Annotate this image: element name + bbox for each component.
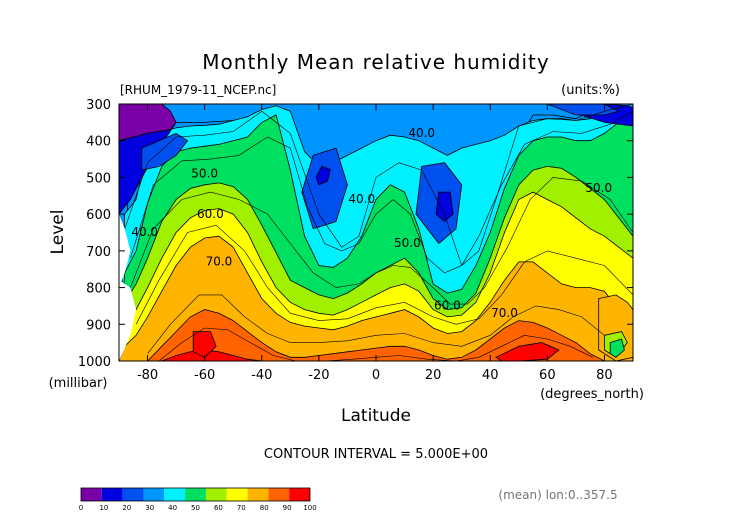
- plot-area: 40.0 40.0 40.0 50.0 50.0 50.0 60.0 60.0 70.0 70.0: [119, 104, 633, 361]
- contour-label: 50.0: [191, 166, 218, 180]
- contour-label: 60.0: [434, 299, 461, 313]
- y-tick-label: 500: [86, 171, 111, 186]
- contour-cell: [192, 331, 217, 358]
- x-axis-label: Latitude: [341, 406, 411, 426]
- colorbar-swatch: [247, 488, 269, 501]
- colorbar-label: 40: [168, 504, 177, 512]
- contour-label: 50.0: [585, 181, 612, 195]
- x-tick-label: 60: [539, 368, 556, 383]
- colorbar-swatch: [81, 488, 102, 501]
- y-tick-label: 800: [86, 282, 111, 297]
- contour-label: 70.0: [206, 255, 233, 269]
- x-tick-label: 20: [425, 368, 442, 383]
- colorbar-label: 50: [191, 504, 200, 512]
- x-tick-label: -80: [137, 368, 158, 383]
- footer-note: (mean) lon:0..357.5: [498, 488, 617, 502]
- contour-line: [147, 294, 605, 354]
- contour-label: 60.0: [197, 207, 224, 221]
- colorbar-swatch: [226, 488, 248, 501]
- file-label: [RHUM_1979-11_NCEP.nc]: [120, 83, 276, 97]
- contour-cell: [141, 132, 189, 171]
- x-tick-label: -60: [194, 368, 215, 383]
- y-axis-label: Level: [48, 210, 68, 255]
- colorbar-swatch: [268, 488, 290, 501]
- colorbar-label: 10: [99, 504, 108, 512]
- contour-label: 40.0: [348, 192, 375, 206]
- contour-cell: [435, 191, 454, 223]
- contour-line: [130, 177, 633, 305]
- contour-label: 40.0: [408, 126, 435, 140]
- colorbar-swatch: [122, 488, 144, 501]
- x-tick-label: -20: [308, 368, 329, 383]
- x-tick-label: 80: [596, 368, 613, 383]
- band-90: [119, 349, 633, 361]
- y-tick-label: 1000: [78, 355, 111, 370]
- colorbar: 0 10 20 30 40 50 60 70 80 90 100: [79, 487, 317, 512]
- x-axis-ticks: -80 -60 -40 -20 0 20 40 60 80: [137, 104, 613, 383]
- colorbar-swatch: [185, 488, 206, 501]
- colorbar-swatch: [289, 488, 310, 501]
- band-80: [119, 309, 633, 361]
- y-tick-label: 400: [86, 135, 111, 150]
- colorbar-label: 60: [214, 504, 223, 512]
- colorbar-label: 30: [145, 504, 154, 512]
- colorbar-swatch: [205, 488, 227, 501]
- contour-interval-label: CONTOUR INTERVAL = 5.000E+00: [264, 447, 488, 462]
- contour-label: 50.0: [394, 236, 421, 250]
- y-tick-label: 900: [86, 318, 111, 333]
- y-axis-ticks: 300 400 500 600 700 800 900 1000: [78, 98, 633, 370]
- colorbar-label: 0: [79, 504, 83, 512]
- contour-line: [124, 104, 633, 267]
- colorbar-swatch: [101, 488, 123, 501]
- y-tick-label: 300: [86, 98, 111, 113]
- contour-cell: [301, 147, 348, 230]
- chart-title: Monthly Mean relative humidity: [202, 50, 549, 74]
- contour-line: [130, 111, 633, 274]
- x-tick-label: -40: [251, 368, 272, 383]
- colorbar-swatch: [143, 488, 165, 501]
- colorbar-label: 100: [303, 504, 316, 512]
- x-tick-label: 40: [482, 368, 499, 383]
- contour-cells: [119, 104, 633, 361]
- colorbar-swatch: [164, 488, 186, 501]
- y-tick-label: 700: [86, 245, 111, 260]
- missing-data-region: [119, 280, 137, 361]
- units-label: (units:%): [561, 83, 620, 98]
- contour-cell: [495, 342, 560, 361]
- contour-labels: 40.0 40.0 40.0 50.0 50.0 50.0 60.0 60.0 70.0 70.0: [131, 126, 612, 320]
- x-tick-label: 0: [372, 368, 380, 383]
- colorbar-label: 80: [260, 504, 269, 512]
- contour-bands: [119, 104, 633, 361]
- x-unit-label: (degrees_north): [540, 387, 644, 402]
- contour-label: 40.0: [131, 225, 158, 239]
- y-tick-label: 600: [86, 208, 111, 223]
- colorbar-label: 70: [237, 504, 246, 512]
- colorbar-label: 20: [122, 504, 131, 512]
- colorbar-frame: [80, 487, 311, 502]
- contour-label: 70.0: [491, 306, 518, 320]
- y-unit-label: (millibar): [49, 376, 108, 391]
- contour-line: [135, 224, 633, 325]
- contour-cell: [609, 338, 625, 358]
- contour-cell: [315, 165, 331, 186]
- colorbar-label: 90: [283, 504, 292, 512]
